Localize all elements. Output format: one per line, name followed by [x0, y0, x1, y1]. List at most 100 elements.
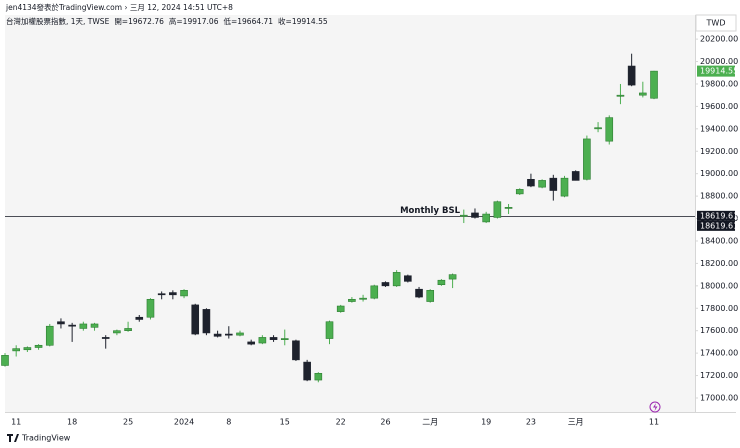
- lightning-icon: [649, 401, 661, 413]
- x-tick-label: 25: [123, 418, 133, 427]
- price-tag: [697, 65, 735, 77]
- y-tick-label: 17800.00: [700, 304, 738, 313]
- y-tick-label: 19000.00: [700, 169, 738, 178]
- price-tag-label: 19914.55: [700, 67, 738, 76]
- candle-body: [135, 316, 144, 320]
- hline-tag: [697, 220, 735, 231]
- legend-item: 低=19664.71: [223, 16, 273, 26]
- y-tick-label: 18200.00: [700, 259, 738, 268]
- candle-body: [426, 290, 435, 302]
- x-tick-label: 8: [226, 418, 231, 427]
- candles: [1, 53, 658, 383]
- candle-body: [482, 213, 490, 223]
- candle-body: [113, 330, 121, 334]
- y-tick-label: 17400.00: [700, 349, 738, 358]
- candle-body: [280, 338, 289, 340]
- y-tick-label: 17000.00: [700, 393, 738, 402]
- candle-body: [504, 207, 513, 209]
- x-tick-label: 2024: [174, 418, 194, 427]
- candle-body: [639, 92, 647, 96]
- candle-body: [471, 212, 479, 218]
- footer: TradingView: [7, 434, 71, 443]
- y-tick-label: 20000.00: [700, 57, 738, 66]
- candle-body: [493, 201, 502, 218]
- candle-body: [616, 94, 625, 97]
- plot-area: [5, 15, 695, 412]
- candle-body: [627, 65, 636, 86]
- hline-tag-label: 18619.61: [700, 211, 738, 220]
- candle-body: [583, 138, 591, 180]
- candle-body: [79, 323, 88, 329]
- y-tick-label: 18800.00: [700, 192, 738, 201]
- x-tick-label: 三月: [568, 418, 584, 427]
- candle-body: [169, 292, 177, 296]
- candle-body: [57, 321, 65, 325]
- candle-body: [404, 275, 412, 282]
- hline-label: Monthly BSL: [400, 206, 460, 216]
- candle-body: [191, 304, 200, 335]
- currency-box: [695, 14, 737, 32]
- candle-body: [292, 340, 300, 361]
- y-tick-label: 19600.00: [700, 102, 738, 111]
- candle-body: [560, 177, 569, 197]
- legend-item: 收=19914.55: [278, 16, 328, 26]
- candle-body: [571, 171, 580, 181]
- candle-body: [359, 297, 367, 300]
- x-tick-label: 23: [526, 418, 536, 427]
- candle-body: [336, 305, 345, 312]
- hline-tag-label: 18619.61: [700, 221, 738, 230]
- hline-tag: [697, 210, 735, 221]
- candle-body: [515, 189, 524, 195]
- candle-body: [437, 279, 446, 286]
- candle-body: [202, 309, 211, 334]
- candle-body: [1, 355, 9, 366]
- candle-body: [101, 337, 110, 339]
- candle-body: [236, 332, 244, 336]
- logo: [7, 434, 19, 442]
- candle-body: [415, 288, 423, 298]
- candle-body: [594, 127, 602, 130]
- candle-body: [314, 373, 323, 381]
- x-tick-label: 26: [380, 418, 390, 427]
- candle-body: [370, 285, 379, 299]
- y-tick-label: 18000.00: [700, 281, 738, 290]
- x-tick-label: 11: [649, 418, 659, 427]
- candle-body: [12, 348, 20, 352]
- x-tick-label: 15: [280, 418, 290, 427]
- attribution: jen4134發表於TradingView.com › 三月 12, 2024 …: [5, 2, 233, 12]
- candle-body: [23, 347, 32, 351]
- legend-item: 開=19672.76: [114, 17, 164, 26]
- candle-body: [34, 344, 43, 348]
- candle-body: [325, 321, 334, 339]
- legend-item: 高=19917.06: [169, 16, 219, 26]
- y-tick-label: 18400.00: [700, 236, 738, 245]
- x-tick-label: 11: [11, 418, 21, 427]
- candle-body: [258, 337, 267, 344]
- y-tick-label: 19400.00: [700, 124, 738, 133]
- candle-body: [549, 177, 558, 191]
- y-tick-label: 19800.00: [700, 79, 738, 88]
- candle-body: [605, 117, 614, 142]
- candle-body: [180, 290, 188, 297]
- candle-body: [90, 323, 99, 328]
- y-tick-label: 17200.00: [700, 371, 738, 380]
- x-tick-label: 22: [336, 418, 346, 427]
- legend-item: 台灣加權股票指數, 1天, TWSE: [6, 16, 110, 26]
- candle-body: [348, 298, 356, 302]
- icon-bolt: [653, 403, 658, 411]
- candle-body: [68, 324, 76, 327]
- y-tick-label: 17600.00: [700, 326, 738, 335]
- candle-body: [459, 214, 468, 217]
- x-tick-label: 18: [67, 418, 77, 427]
- candle-body: [247, 341, 255, 345]
- candle-body: [303, 361, 311, 381]
- footer-text: TradingView: [21, 434, 71, 443]
- candle-body: [538, 180, 546, 188]
- candle-body: [45, 325, 54, 346]
- icon-circle: [649, 401, 661, 413]
- candle-body: [146, 298, 155, 318]
- candle-body: [650, 70, 658, 99]
- candle-body: [124, 328, 132, 331]
- currency: TWD: [706, 19, 726, 28]
